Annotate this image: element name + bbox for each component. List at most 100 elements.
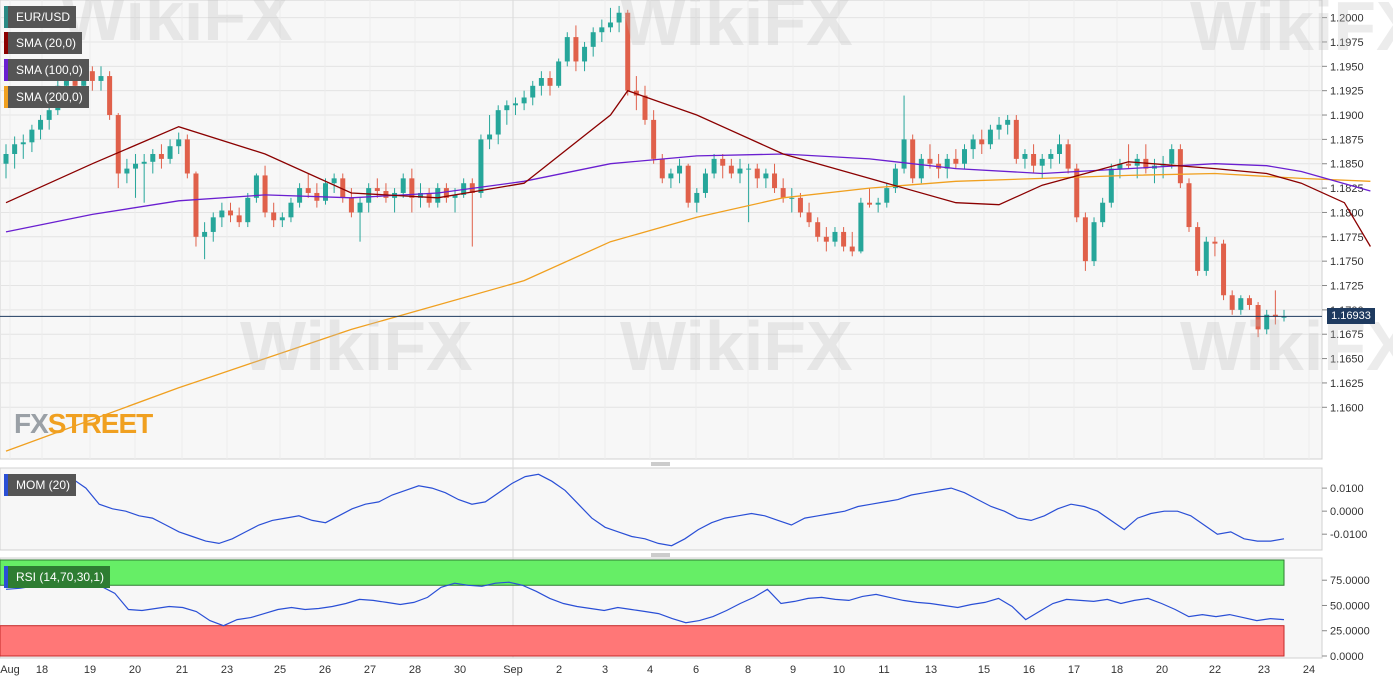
candle-body <box>1221 243 1227 296</box>
x-tick-label: 19 <box>84 664 96 676</box>
x-tick-label: 2 <box>556 664 562 676</box>
rsi-swatch <box>4 566 8 588</box>
rsi-tick-label: 0.0000 <box>1330 651 1364 663</box>
mom-swatch <box>4 474 8 496</box>
candle-body <box>867 202 873 205</box>
x-tick-label: 18 <box>1111 664 1123 676</box>
candle-body <box>46 110 52 120</box>
candle-body <box>236 215 242 223</box>
candle-body <box>1091 222 1097 262</box>
candle-body <box>1281 316 1287 318</box>
candle-body <box>815 222 821 237</box>
candle-body <box>400 178 406 193</box>
candle-body <box>599 27 605 33</box>
candle-body <box>944 158 950 169</box>
candle-body <box>668 173 674 179</box>
candle-body <box>1117 163 1123 169</box>
momentum-line <box>5 473 1285 547</box>
candle-body <box>841 231 847 247</box>
candle-body <box>167 146 173 159</box>
candle-body <box>245 197 251 223</box>
candle-body <box>323 183 328 201</box>
wikifx-watermark: WikiFX <box>620 0 853 60</box>
x-tick-label: 25 <box>274 664 286 676</box>
candle-body <box>20 142 26 145</box>
candle-body <box>789 197 795 199</box>
candle-body <box>219 210 225 218</box>
candle-body <box>832 231 838 242</box>
symbol-legend[interactable]: EUR/USD <box>4 6 77 28</box>
candle-body <box>590 32 596 47</box>
candle-body <box>556 61 562 86</box>
y-tick-label: 1.1800 <box>1330 207 1364 219</box>
candle-body <box>711 158 717 174</box>
wikifx-watermark: WikiFX <box>240 307 473 385</box>
candle-body <box>115 115 121 174</box>
x-tick-label: 21 <box>176 664 188 676</box>
x-tick-label: 15 <box>978 664 990 676</box>
candle-body <box>685 165 691 203</box>
candle-body <box>374 188 380 192</box>
candle-body <box>849 246 855 252</box>
candle-body <box>797 197 803 213</box>
candle-body <box>504 105 510 111</box>
sma200-swatch <box>4 86 8 108</box>
sma20-line <box>5 89 1371 247</box>
candle-body <box>262 175 268 213</box>
candle-body <box>495 110 501 135</box>
candle-body <box>901 139 907 169</box>
sma200-legend[interactable]: SMA (200,0) <box>4 86 89 108</box>
candle-body <box>1212 241 1218 244</box>
x-tick-label: 20 <box>129 664 141 676</box>
x-tick-label: 6 <box>693 664 699 676</box>
x-tick-label: 17 <box>1068 664 1080 676</box>
rsi-legend[interactable]: RSI (14,70,30,1) <box>4 566 111 588</box>
candle-body <box>642 95 648 120</box>
candle-body <box>659 158 665 179</box>
candle-body <box>184 139 190 174</box>
candle-body <box>297 188 303 203</box>
candle-body <box>158 154 164 159</box>
x-tick-label: 22 <box>1209 664 1221 676</box>
candle-body <box>107 76 113 116</box>
candle-body <box>89 71 95 81</box>
candle-body <box>651 119 657 159</box>
candle-body <box>962 149 967 164</box>
candle-body <box>124 168 130 174</box>
candle-body <box>1100 202 1106 223</box>
x-tick-label: 30 <box>454 664 466 676</box>
x-tick-label: 18 <box>36 664 48 676</box>
mom-tick-label: 0.0100 <box>1330 483 1364 495</box>
candle-body <box>582 46 588 62</box>
sma100-line <box>5 153 1371 233</box>
rsi-overbought-zone <box>0 559 1285 586</box>
candle-body <box>737 168 743 174</box>
candle-body <box>607 22 613 28</box>
candle-body <box>1065 144 1071 169</box>
candle-body <box>987 129 993 145</box>
rsi-line <box>5 581 1285 627</box>
sma200-line <box>5 172 1371 452</box>
candle-body <box>720 158 726 166</box>
candle-body <box>763 173 769 179</box>
x-tick-label: 16 <box>1023 664 1035 676</box>
y-tick-label: 1.1675 <box>1330 329 1364 341</box>
sma100-swatch <box>4 59 8 81</box>
candle-body <box>3 154 9 164</box>
sma100-legend[interactable]: SMA (100,0) <box>4 59 89 81</box>
candle-body <box>754 168 760 179</box>
y-tick-label: 1.1725 <box>1330 281 1364 293</box>
candle-body <box>210 217 216 232</box>
candle-body <box>141 161 147 164</box>
candle-body <box>616 12 622 23</box>
symbol-swatch <box>4 6 8 28</box>
x-tick-label: 24 <box>1303 664 1315 676</box>
sma20-legend[interactable]: SMA (20,0) <box>4 32 83 54</box>
x-tick-label: 20 <box>1156 664 1168 676</box>
wikifx-watermark: WikiFX <box>1190 0 1393 65</box>
last-price-tag: 1.16933 <box>1327 308 1375 325</box>
candle-body <box>564 37 570 62</box>
wikifx-watermark: WikiFX <box>620 307 853 385</box>
mom-legend[interactable]: MOM (20) <box>4 474 76 496</box>
candle-body <box>858 202 864 252</box>
